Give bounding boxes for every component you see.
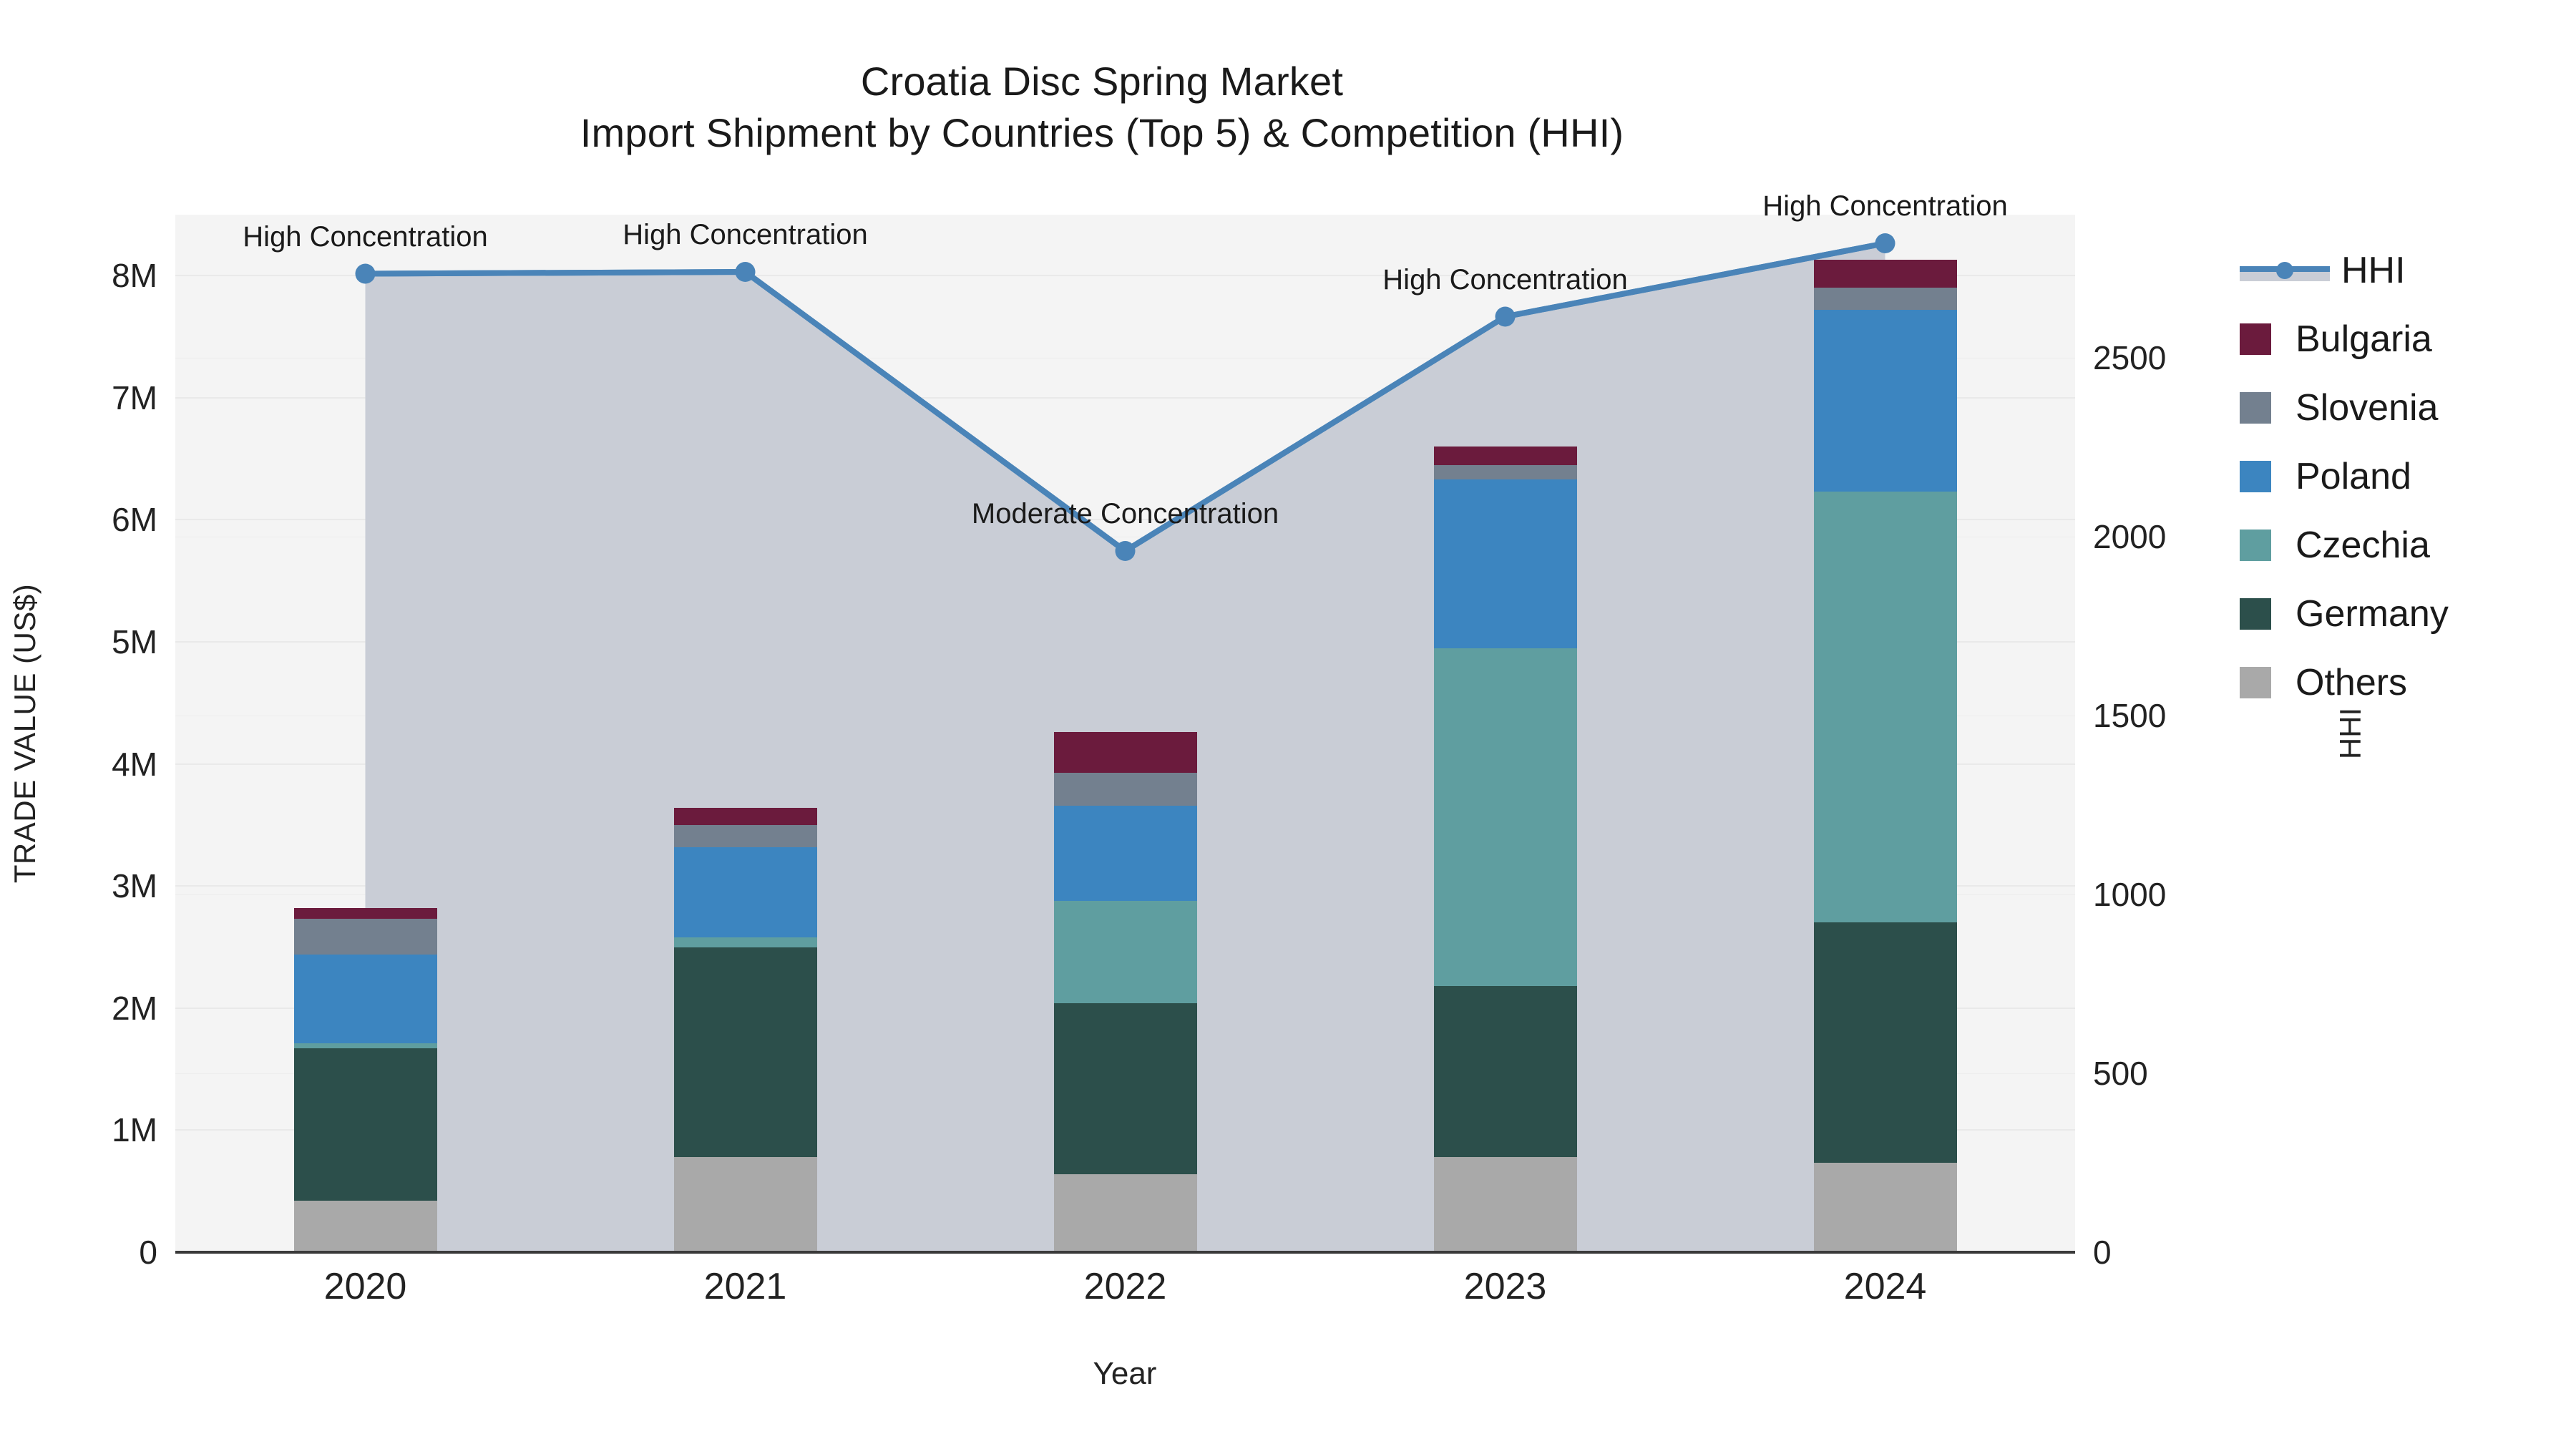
x-tick-2021: 2021: [703, 1266, 787, 1307]
legend-color-swatch-icon: [2240, 392, 2271, 424]
y-tick-left: 0: [139, 1234, 157, 1271]
y-tick-right: 2500: [2093, 339, 2167, 376]
y-tick-right: 0: [2093, 1234, 2112, 1271]
y-tick-left: 4M: [112, 745, 157, 783]
bar-segment-czechia-2021[interactable]: [673, 937, 817, 947]
y-axis-label-left: TRADE VALUE (US$): [8, 583, 42, 884]
annotation-2024: High Concentration: [1762, 190, 2008, 222]
y-tick-left: 7M: [112, 379, 157, 416]
legend-color-swatch-icon: [2240, 667, 2271, 698]
legend-label: Slovenia: [2296, 387, 2439, 429]
legend-label: Czechia: [2296, 525, 2430, 566]
bar-segment-others-2022[interactable]: [1053, 1174, 1197, 1252]
legend-item-slovenia[interactable]: Slovenia: [2240, 374, 2449, 442]
bar-segment-poland-2024[interactable]: [1813, 310, 1957, 492]
x-tick-2020: 2020: [323, 1266, 407, 1307]
y-tick-right: 500: [2093, 1055, 2148, 1092]
legend-item-germany[interactable]: Germany: [2240, 580, 2449, 648]
bar-segment-bulgaria-2024[interactable]: [1813, 260, 1957, 288]
bar-segment-bulgaria-2021[interactable]: [673, 808, 817, 825]
y-tick-right: 1000: [2093, 876, 2167, 913]
bar-segment-poland-2023[interactable]: [1433, 479, 1577, 648]
bar-segment-czechia-2020[interactable]: [293, 1043, 437, 1049]
bar-segment-czechia-2023[interactable]: [1433, 648, 1577, 987]
legend-label: HHI: [2341, 250, 2406, 291]
bar-segment-germany-2022[interactable]: [1053, 1003, 1197, 1174]
bar-segment-germany-2020[interactable]: [293, 1048, 437, 1201]
legend-color-swatch-icon: [2240, 461, 2271, 492]
bar-segment-slovenia-2020[interactable]: [293, 919, 437, 955]
bar-segment-slovenia-2024[interactable]: [1813, 288, 1957, 311]
y-tick-left: 3M: [112, 867, 157, 905]
gridline: [175, 275, 2075, 277]
bar-segment-others-2023[interactable]: [1433, 1156, 1577, 1252]
bar-segment-bulgaria-2020[interactable]: [293, 907, 437, 919]
bar-segment-others-2024[interactable]: [1813, 1163, 1957, 1252]
y-tick-right: 1500: [2093, 697, 2167, 734]
y-tick-left: 1M: [112, 1111, 157, 1149]
gridline: [175, 519, 2075, 521]
legend-color-swatch-icon: [2240, 323, 2271, 355]
chart-title-block: Croatia Disc Spring Market Import Shipme…: [0, 56, 2204, 158]
y-tick-left: 6M: [112, 501, 157, 539]
page-title: Croatia Disc Spring Market: [860, 59, 1344, 104]
bar-segment-germany-2021[interactable]: [673, 947, 817, 1157]
bar-segment-bulgaria-2023[interactable]: [1433, 447, 1577, 465]
bar-group-2020[interactable]: [293, 215, 437, 1252]
hhi-markers: [355, 233, 1896, 561]
x-axis-line: [175, 1251, 2075, 1254]
y-tick-left: 5M: [112, 623, 157, 661]
x-tick-2022: 2022: [1083, 1266, 1167, 1307]
y-tick-left: 2M: [112, 989, 157, 1027]
legend-label: Poland: [2296, 456, 2411, 497]
annotation-2023: High Concentration: [1382, 263, 1628, 296]
hhi-marker-2021[interactable]: [735, 262, 756, 282]
bar-group-2024[interactable]: [1813, 215, 1957, 1252]
bar-segment-poland-2020[interactable]: [293, 954, 437, 1044]
x-tick-2024: 2024: [1843, 1266, 1927, 1307]
plot-area: [175, 215, 2075, 1253]
annotation-2022: Moderate Concentration: [971, 498, 1279, 530]
legend-line-swatch-icon: [2240, 260, 2330, 281]
bar-segment-germany-2023[interactable]: [1433, 986, 1577, 1157]
legend-color-swatch-icon: [2240, 598, 2271, 630]
bar-segment-germany-2024[interactable]: [1813, 922, 1957, 1163]
legend-label: Others: [2296, 662, 2408, 703]
x-axis-label: Year: [1093, 1356, 1157, 1391]
bar-group-2023[interactable]: [1433, 215, 1577, 1252]
legend-label: Germany: [2296, 593, 2449, 635]
bar-segment-slovenia-2021[interactable]: [673, 824, 817, 847]
annotation-2020: High Concentration: [243, 220, 488, 253]
bar-segment-czechia-2024[interactable]: [1813, 492, 1957, 923]
y-tick-right: 2000: [2093, 518, 2167, 555]
bar-segment-czechia-2022[interactable]: [1053, 900, 1197, 1003]
chart-subtitle: Import Shipment by Countries (Top 5) & C…: [580, 109, 1624, 155]
legend-item-czechia[interactable]: Czechia: [2240, 511, 2449, 580]
bar-group-2021[interactable]: [673, 215, 817, 1252]
legend-item-bulgaria[interactable]: Bulgaria: [2240, 305, 2449, 374]
legend-label: Bulgaria: [2296, 318, 2432, 360]
bar-segment-others-2021[interactable]: [673, 1156, 817, 1252]
bar-segment-poland-2022[interactable]: [1053, 805, 1197, 901]
legend-item-poland[interactable]: Poland: [2240, 442, 2449, 511]
legend-item-hhi[interactable]: HHI: [2240, 236, 2449, 305]
bar-segment-bulgaria-2022[interactable]: [1053, 732, 1197, 773]
bar-segment-others-2020[interactable]: [293, 1201, 437, 1252]
hhi-marker-2022[interactable]: [1115, 541, 1136, 561]
legend: HHI Bulgaria Slovenia Poland Czechia Germany O…: [2240, 236, 2449, 717]
bar-segment-slovenia-2023[interactable]: [1433, 464, 1577, 480]
legend-color-swatch-icon: [2240, 530, 2271, 561]
legend-marker-dot-icon: [2276, 262, 2293, 279]
x-tick-2023: 2023: [1463, 1266, 1547, 1307]
bar-segment-slovenia-2022[interactable]: [1053, 772, 1197, 806]
bar-segment-poland-2021[interactable]: [673, 847, 817, 937]
hhi-marker-2023[interactable]: [1495, 306, 1516, 327]
hhi-marker-2020[interactable]: [355, 263, 376, 284]
hhi-marker-2024[interactable]: [1875, 233, 1896, 253]
legend-item-others[interactable]: Others: [2240, 648, 2449, 717]
bar-group-2022[interactable]: [1053, 215, 1197, 1252]
gridline: [175, 396, 2075, 399]
annotation-2021: High Concentration: [623, 219, 868, 250]
y-tick-left: 8M: [112, 257, 157, 295]
